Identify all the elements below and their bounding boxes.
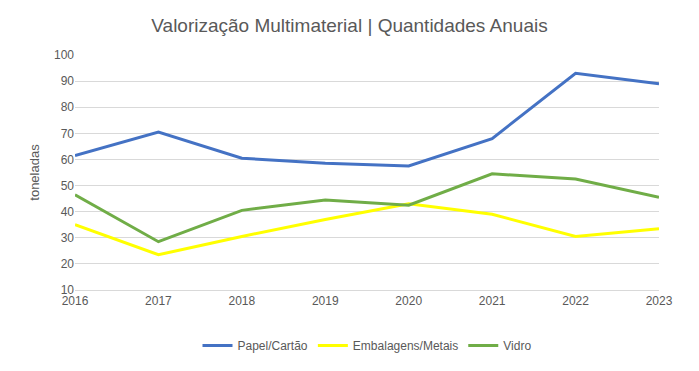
- svg-text:Papel/Cartão: Papel/Cartão: [238, 339, 308, 353]
- svg-text:2018: 2018: [229, 294, 256, 308]
- svg-text:90: 90: [61, 74, 75, 88]
- svg-text:80: 80: [61, 100, 75, 114]
- svg-text:2022: 2022: [562, 294, 589, 308]
- svg-text:70: 70: [61, 127, 75, 141]
- svg-text:50: 50: [61, 179, 75, 193]
- svg-text:Valorização Multimaterial | Qu: Valorização Multimaterial | Quantidades …: [151, 15, 547, 36]
- svg-text:2023: 2023: [646, 294, 673, 308]
- svg-text:2017: 2017: [145, 294, 172, 308]
- svg-text:30: 30: [61, 231, 75, 245]
- svg-text:2019: 2019: [312, 294, 339, 308]
- svg-text:2021: 2021: [479, 294, 506, 308]
- svg-text:10: 10: [61, 283, 75, 297]
- svg-text:Embalagens/Metais: Embalagens/Metais: [353, 339, 458, 353]
- svg-text:2016: 2016: [62, 294, 89, 308]
- svg-text:20: 20: [61, 257, 75, 271]
- svg-text:2020: 2020: [395, 294, 422, 308]
- svg-text:100: 100: [54, 48, 74, 62]
- svg-text:40: 40: [61, 205, 75, 219]
- svg-text:toneladas: toneladas: [27, 144, 42, 201]
- svg-text:60: 60: [61, 153, 75, 167]
- svg-text:Vidro: Vidro: [503, 339, 531, 353]
